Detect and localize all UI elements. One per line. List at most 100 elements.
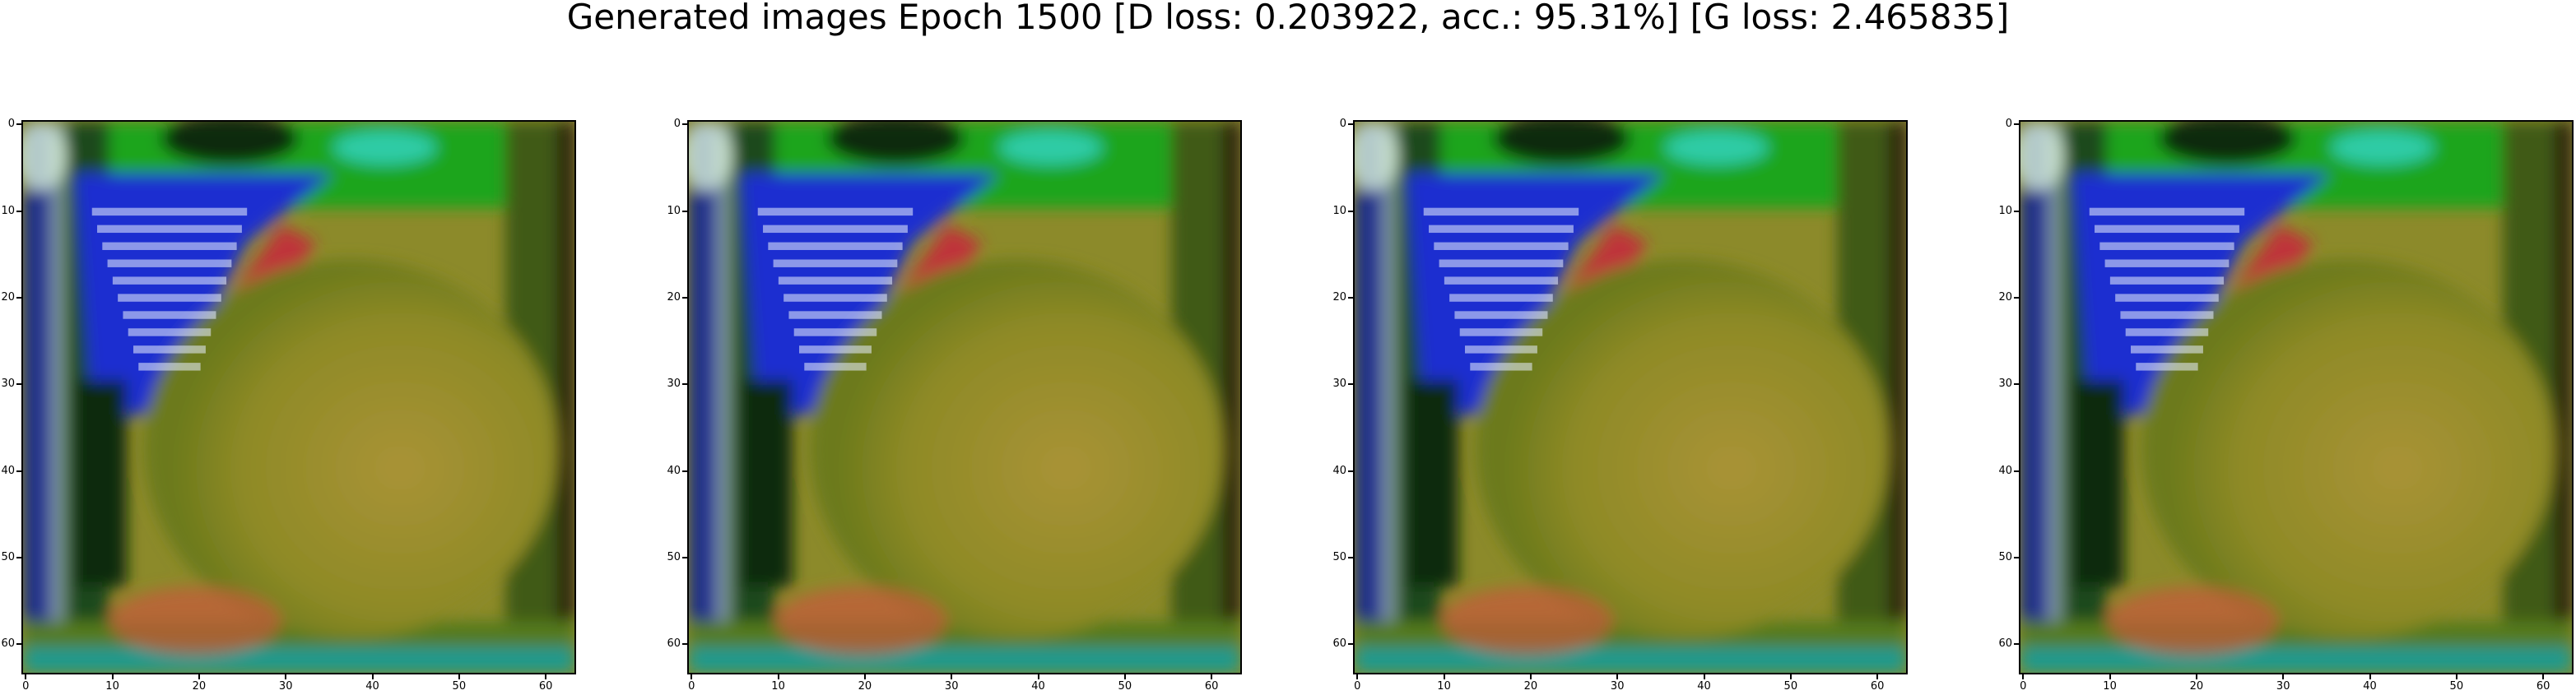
y-tick-label: 30 xyxy=(1998,378,2012,391)
x-tick-label: 50 xyxy=(1783,680,1798,693)
y-tick-mark xyxy=(16,556,21,558)
y-tick-mark xyxy=(682,470,687,472)
x-tick-label: 0 xyxy=(2020,680,2027,693)
y-tick-mark xyxy=(2014,470,2019,472)
y-tick-label: 20 xyxy=(1332,290,1346,303)
y-tick-label: 60 xyxy=(667,637,681,651)
x-tick-label: 30 xyxy=(278,680,293,693)
y-tick-label: 10 xyxy=(667,204,681,217)
x-tick-label: 60 xyxy=(1870,680,1885,693)
x-tick-label: 0 xyxy=(22,680,30,693)
y-tick-label: 0 xyxy=(2005,118,2012,131)
x-tick-mark xyxy=(25,674,27,679)
x-tick-mark xyxy=(2022,674,2025,679)
y-tick-label: 60 xyxy=(1998,637,2012,651)
generated-image-2-pixels xyxy=(689,122,1240,673)
y-tick-label: 0 xyxy=(673,118,681,131)
x-tick-mark xyxy=(2455,674,2457,679)
y-tick-mark xyxy=(16,210,21,212)
x-tick-mark xyxy=(285,674,287,679)
x-tick-label: 30 xyxy=(1610,680,1625,693)
x-tick-label: 0 xyxy=(1354,680,1361,693)
x-tick-mark xyxy=(1529,674,1532,679)
y-tick-mark xyxy=(1348,383,1353,386)
y-tick-mark xyxy=(2014,296,2019,299)
y-tick-mark xyxy=(1348,210,1353,212)
y-tick-label: 50 xyxy=(1332,550,1346,563)
x-tick-label: 40 xyxy=(2363,680,2377,693)
x-tick-label: 20 xyxy=(2189,680,2204,693)
x-tick-mark xyxy=(2369,674,2371,679)
x-tick-label: 10 xyxy=(771,680,785,693)
y-tick-label: 20 xyxy=(1998,290,2012,303)
y-tick-label: 60 xyxy=(1332,637,1346,651)
y-tick-mark xyxy=(682,383,687,386)
x-tick-label: 50 xyxy=(2449,680,2464,693)
generated-image-3-pixels xyxy=(1355,122,1906,673)
x-tick-mark xyxy=(545,674,547,679)
x-tick-mark xyxy=(1876,674,1879,679)
x-tick-label: 30 xyxy=(2276,680,2290,693)
x-tick-label: 40 xyxy=(365,680,379,693)
y-tick-label: 10 xyxy=(1,204,15,217)
y-tick-mark xyxy=(682,556,687,558)
x-tick-mark xyxy=(198,674,200,679)
x-tick-mark xyxy=(1356,674,1359,679)
y-tick-label: 30 xyxy=(1332,378,1346,391)
y-tick-label: 40 xyxy=(667,464,681,477)
y-tick-mark xyxy=(1348,296,1353,299)
x-tick-label: 30 xyxy=(944,680,959,693)
x-tick-mark xyxy=(111,674,114,679)
y-tick-mark xyxy=(2014,123,2019,126)
x-tick-label: 40 xyxy=(1031,680,1045,693)
x-tick-mark xyxy=(1211,674,1213,679)
x-tick-mark xyxy=(1703,674,1705,679)
x-tick-label: 10 xyxy=(2103,680,2117,693)
y-tick-mark xyxy=(16,383,21,386)
x-tick-label: 60 xyxy=(538,680,553,693)
y-tick-label: 40 xyxy=(1998,464,2012,477)
x-tick-label: 50 xyxy=(1118,680,1132,693)
y-tick-label: 0 xyxy=(7,118,15,131)
x-tick-mark xyxy=(863,674,866,679)
y-tick-label: 10 xyxy=(1332,204,1346,217)
x-tick-mark xyxy=(458,674,460,679)
generated-image-4-pixels xyxy=(2020,122,2572,673)
generated-image-3 xyxy=(1353,120,1908,674)
y-tick-mark xyxy=(2014,643,2019,646)
x-tick-mark xyxy=(1789,674,1792,679)
y-tick-mark xyxy=(682,296,687,299)
y-tick-label: 20 xyxy=(1,290,15,303)
y-tick-mark xyxy=(682,123,687,126)
y-tick-mark xyxy=(1348,123,1353,126)
y-tick-mark xyxy=(1348,556,1353,558)
x-tick-mark xyxy=(1616,674,1619,679)
y-tick-mark xyxy=(16,643,21,646)
x-tick-label: 50 xyxy=(452,680,467,693)
y-tick-mark xyxy=(682,643,687,646)
y-tick-label: 30 xyxy=(1,378,15,391)
x-tick-mark xyxy=(371,674,374,679)
x-tick-mark xyxy=(2195,674,2197,679)
x-tick-mark xyxy=(1123,674,1126,679)
x-tick-label: 60 xyxy=(2536,680,2550,693)
y-tick-label: 60 xyxy=(1,637,15,651)
y-tick-mark xyxy=(682,210,687,212)
y-tick-label: 30 xyxy=(667,378,681,391)
generated-image-2 xyxy=(687,120,1242,674)
x-tick-label: 60 xyxy=(1204,680,1219,693)
y-tick-mark xyxy=(16,296,21,299)
y-tick-mark xyxy=(16,123,21,126)
x-tick-label: 20 xyxy=(1523,680,1538,693)
y-tick-label: 50 xyxy=(1,550,15,563)
x-tick-label: 0 xyxy=(688,680,695,693)
x-tick-label: 10 xyxy=(1437,680,1451,693)
y-tick-mark xyxy=(1348,643,1353,646)
y-tick-label: 20 xyxy=(667,290,681,303)
generated-image-1-pixels xyxy=(23,122,574,673)
x-tick-mark xyxy=(2542,674,2545,679)
x-tick-mark xyxy=(2109,674,2111,679)
y-tick-mark xyxy=(2014,210,2019,212)
y-tick-label: 40 xyxy=(1332,464,1346,477)
y-tick-mark xyxy=(2014,383,2019,386)
